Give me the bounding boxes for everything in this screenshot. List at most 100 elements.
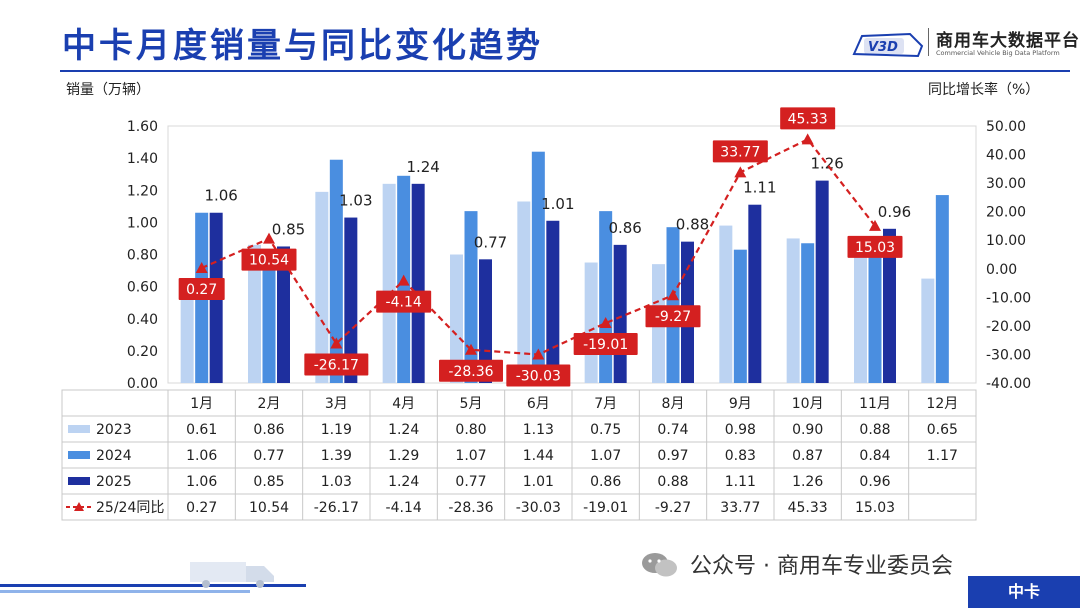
bar-data-label: 0.85 [272,220,305,238]
table-cell: 0.74 [657,422,688,438]
y2-tick-label: 50.00 [986,119,1026,135]
bar-2025 [815,180,829,383]
bar-2025 [546,220,560,383]
logo-subtitle: Commercial Vehicle Big Data Platform [936,49,1060,57]
table-cell: 1.24 [388,474,419,490]
yoy-marker [397,274,410,286]
yoy-data-label: -19.01 [583,337,628,353]
table-cell: 33.77 [720,500,760,516]
yoy-label-box [506,364,571,387]
table-cell: 0.88 [859,422,890,438]
table-cell: -19.01 [583,500,628,516]
y-tick-label: 0.40 [127,312,158,328]
left-axis-unit: 销量（万辆） [66,82,150,98]
bar-2024 [801,243,815,383]
y2-tick-label: 30.00 [986,176,1026,192]
truck-logo-icon: V3D [852,32,924,58]
yoy-label-box [376,290,432,313]
footer-badge: 中卡 [968,576,1080,608]
table-cell: 1.13 [523,422,554,438]
table-cell: 1.11 [725,474,756,490]
table-cell: -26.17 [314,500,359,516]
table-cell: 1.26 [792,474,823,490]
y-tick-label: 1.20 [127,183,158,199]
table-cell: 0.27 [186,500,217,516]
yoy-data-label: 0.27 [186,282,217,298]
logo-mark: V3D [868,40,898,55]
y2-tick-label: 0.00 [986,262,1017,278]
table-cell: 1.06 [186,448,217,464]
yoy-data-label: -28.36 [448,364,493,380]
y-tick-label: 0.20 [127,344,158,360]
yoy-data-label: -4.14 [386,295,422,311]
yoy-data-label: 45.33 [788,111,828,127]
footer-account: 公众号 · 商用车专业委员会 [690,554,953,579]
footer-stripe [0,584,306,587]
table-cell: 0.80 [455,422,486,438]
table-cell: 15.03 [855,500,895,516]
x-tick-label: 9月 [729,396,752,412]
legend-label: 2025 [96,474,132,490]
y-tick-label: 1.60 [127,119,158,135]
y-tick-label: 0.80 [127,248,158,264]
table-cell: 1.03 [321,474,352,490]
y2-tick-label: 10.00 [986,233,1026,249]
brand-logo: V3D 商用车大数据平台 Commercial Vehicle Big Data… [848,24,1079,64]
yoy-marker [532,348,545,360]
table-cell: 1.17 [927,448,958,464]
y-tick-label: 0.00 [127,376,158,392]
y2-tick-label: 40.00 [986,148,1026,164]
bar-2023 [382,183,396,383]
x-tick-label: 8月 [662,396,685,412]
bar-2025 [613,244,627,383]
yoy-marker [263,232,275,244]
yoy-marker [599,317,612,329]
yoy-data-label: 33.77 [720,144,760,160]
table-cell: 10.54 [249,500,289,516]
bar-2023 [719,225,733,383]
yoy-marker [667,289,679,301]
data-table-frame [61,389,977,521]
logo-divider [928,28,929,56]
yoy-data-label: -30.03 [516,369,561,385]
table-cell: 0.87 [792,448,823,464]
x-tick-label: 1月 [190,396,213,412]
x-tick-label: 10月 [792,396,824,412]
table-cell: 1.39 [321,448,352,464]
yoy-marker [801,133,814,145]
table-cell: 0.77 [253,448,284,464]
y2-tick-label: -30.00 [986,347,1031,363]
bar-2024 [531,151,545,383]
yoy-marker [195,262,208,274]
yoy-data-label: -9.27 [655,309,691,325]
yoy-label-box [241,248,297,271]
table-cell: 0.75 [590,422,621,438]
table-cell: 0.96 [859,474,890,490]
y2-tick-label: -20.00 [986,319,1031,335]
y2-tick-label: 20.00 [986,205,1026,221]
title-rule [60,70,1070,72]
legend-label: 2024 [96,448,132,464]
bar-2023 [180,285,194,383]
legend-swatch-2023 [68,425,90,433]
x-tick-label: 5月 [460,396,483,412]
bar-2023 [854,241,867,383]
yoy-marker [734,166,747,178]
yoy-data-label: -26.17 [314,358,359,374]
legend-swatch-2024 [68,451,90,459]
yoy-label-box [178,278,225,301]
table-cell: 0.61 [186,422,217,438]
table-cell: 1.07 [590,448,621,464]
table-cell: -28.36 [448,500,493,516]
y-tick-label: 0.60 [127,280,158,296]
table-cell: -4.14 [386,500,422,516]
x-tick-label: 2月 [258,396,281,412]
bar-data-label: 1.03 [339,192,372,210]
bar-data-label: 1.06 [204,187,237,205]
truck-silhouette-icon [190,562,274,588]
legend-label: 2023 [96,422,132,438]
bar-data-label: 1.24 [406,158,439,176]
yoy-label-box [712,140,768,163]
bar-data-label: 0.96 [878,203,911,221]
table-cell: 0.77 [455,474,486,490]
